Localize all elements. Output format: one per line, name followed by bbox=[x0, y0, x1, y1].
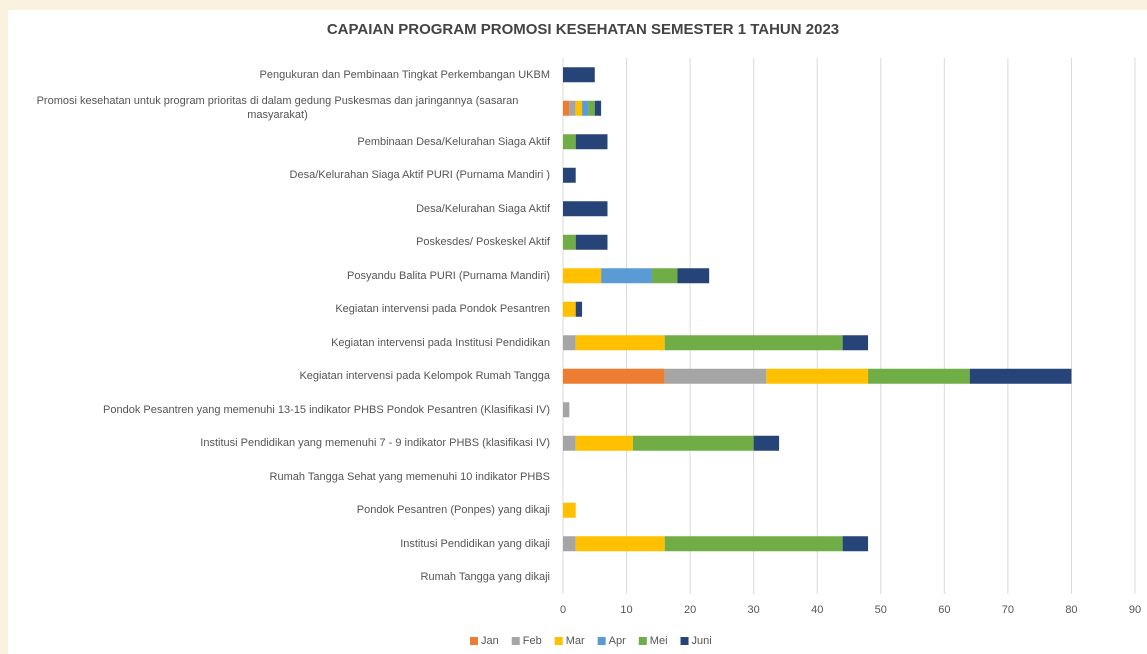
bar-segment bbox=[868, 368, 970, 384]
y-tick-label: Rumah Tangga yang dikaji bbox=[420, 571, 550, 584]
bar-segment bbox=[753, 435, 780, 451]
legend-label: Mar bbox=[566, 635, 585, 647]
legend-swatch bbox=[638, 637, 647, 645]
y-tick-label: Kegiatan intervensi pada Pondok Pesantre… bbox=[335, 303, 550, 316]
x-tick-label: 20 bbox=[684, 604, 696, 616]
legend-swatch bbox=[470, 637, 478, 645]
bar-segment bbox=[563, 134, 576, 150]
bar-segment bbox=[563, 301, 576, 317]
bar-segment bbox=[563, 67, 595, 83]
legend-swatch bbox=[597, 637, 606, 645]
bar-segment bbox=[582, 100, 589, 116]
y-tick-label: Rumah Tangga Sehat yang memenuhi 10 indi… bbox=[269, 470, 550, 483]
x-tick-label: 50 bbox=[875, 604, 887, 616]
bar-segment bbox=[575, 134, 608, 150]
bar-segment bbox=[563, 100, 570, 116]
y-tick-label: Desa/Kelurahan Siaga Aktif PURI (Purnama… bbox=[289, 169, 550, 182]
y-tick-label: Kegiatan intervensi pada Institusi Pendi… bbox=[331, 336, 550, 349]
y-tick-label: Pembinaan Desa/Kelurahan Siaga Aktif bbox=[357, 135, 550, 148]
y-tick-label: Institusi Pendidikan yang memenuhi 7 - 9… bbox=[200, 437, 550, 450]
bar-segment bbox=[563, 536, 576, 552]
bar-segment bbox=[563, 402, 570, 418]
bar-segment bbox=[677, 268, 710, 284]
legend-label: Juni bbox=[692, 635, 712, 647]
bar-segment bbox=[842, 335, 869, 351]
bar-segment bbox=[575, 335, 665, 351]
x-tick-label: 30 bbox=[748, 604, 760, 616]
y-tick-label: Promosi kesehatan untuk program priorita… bbox=[36, 95, 519, 122]
bar-segment bbox=[575, 301, 583, 317]
legend-label: Apr bbox=[609, 635, 626, 647]
bar-segment bbox=[563, 435, 576, 451]
legend-label: Jan bbox=[481, 635, 499, 647]
legend-label: Feb bbox=[523, 635, 542, 647]
bar-segment bbox=[842, 536, 869, 552]
bar-segment bbox=[588, 100, 595, 116]
y-tick-label: Kegiatan intervensi pada Kelompok Rumah … bbox=[299, 370, 550, 383]
y-tick-label: Pengukuran dan Pembinaan Tingkat Perkemb… bbox=[259, 68, 550, 81]
bar-segment bbox=[563, 167, 576, 183]
bar-segment bbox=[594, 100, 602, 116]
bar-segment bbox=[651, 268, 678, 284]
bar-segment bbox=[569, 100, 576, 116]
x-tick-label: 0 bbox=[560, 604, 566, 616]
bar-segment bbox=[664, 536, 843, 552]
bar-segment bbox=[575, 536, 665, 552]
bar-segment bbox=[632, 435, 754, 451]
bar-segment bbox=[969, 368, 1072, 384]
bar-segment bbox=[563, 234, 576, 250]
x-tick-label: 60 bbox=[938, 604, 950, 616]
bar-segment bbox=[664, 368, 767, 384]
bar-segment bbox=[563, 268, 602, 284]
legend-label: Mei bbox=[650, 635, 668, 647]
y-tick-label: Poskesdes/ Poskeskel Aktif bbox=[416, 236, 550, 249]
y-tick-label: Posyandu Balita PURI (Purnama Mandiri) bbox=[347, 269, 550, 282]
x-tick-label: 70 bbox=[1002, 604, 1014, 616]
legend-swatch bbox=[554, 637, 563, 645]
bar-segment bbox=[563, 335, 576, 351]
y-tick-label: Pondok Pesantren (Ponpes) yang dikaji bbox=[356, 504, 550, 517]
legend-swatch bbox=[511, 637, 520, 645]
legend-swatch bbox=[680, 637, 689, 645]
y-tick-label: Desa/Kelurahan Siaga Aktif bbox=[416, 202, 550, 215]
bar-segment bbox=[575, 435, 633, 451]
x-tick-label: 40 bbox=[811, 604, 823, 616]
bar-segment bbox=[664, 335, 843, 351]
x-tick-label: 90 bbox=[1129, 604, 1141, 616]
y-tick-label: Pondok Pesantren yang memenuhi 13-15 ind… bbox=[103, 403, 550, 416]
x-tick-label: 80 bbox=[1065, 604, 1077, 616]
bar-segment bbox=[601, 268, 652, 284]
bar-segment bbox=[563, 368, 665, 384]
chart-title: CAPAIAN PROGRAM PROMOSI KESEHATAN SEMEST… bbox=[327, 21, 839, 38]
bar-segment bbox=[563, 201, 608, 217]
x-tick-label: 10 bbox=[620, 604, 632, 616]
bar-segment bbox=[575, 100, 583, 116]
bar-segment bbox=[766, 368, 869, 384]
bar-segment bbox=[575, 234, 608, 250]
y-tick-label: Institusi Pendidikan yang dikaji bbox=[400, 537, 550, 550]
bar-segment bbox=[563, 502, 576, 518]
